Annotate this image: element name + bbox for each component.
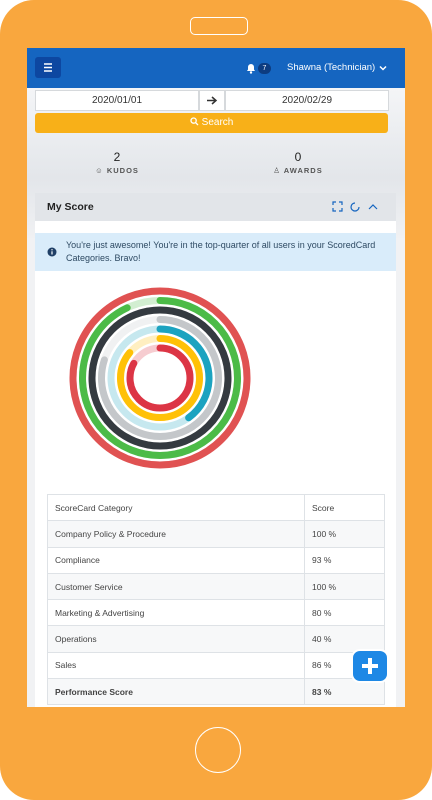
kudos-label: ☺ KUDOS xyxy=(95,166,139,175)
card-title: My Score xyxy=(47,201,94,213)
score-table: ScoreCard Category Score Company Policy &… xyxy=(47,493,385,706)
awards-text: AWARDS xyxy=(283,166,323,175)
score-cell: 93 % xyxy=(304,546,385,574)
awards-label: ♙ AWARDS xyxy=(273,166,323,175)
info-icon xyxy=(47,247,57,257)
card-tools[interactable] xyxy=(331,200,381,214)
score-cell: 40 % xyxy=(304,625,385,653)
chevron xyxy=(379,65,387,71)
category-cell: Performance Score xyxy=(47,678,305,706)
category-cell: Customer Service xyxy=(47,572,305,601)
ring-arc xyxy=(107,325,213,431)
table-row: Operations 40 % xyxy=(47,625,385,653)
speaker xyxy=(190,17,248,35)
bell-icon[interactable] xyxy=(245,62,257,74)
end-date[interactable]: 2020/02/29 xyxy=(225,90,389,111)
screen: 7 Shawna (Technician) 2020/01/01 2020/02… xyxy=(27,48,405,707)
category-cell: Marketing & Advertising xyxy=(47,599,305,627)
ring-arc xyxy=(126,344,194,412)
ring-arc xyxy=(88,306,232,450)
category-cell: Company Policy & Procedure xyxy=(47,520,305,548)
score-cell: 100 % xyxy=(304,572,385,601)
table-header: ScoreCard Category Score xyxy=(47,493,385,522)
category-cell: Compliance xyxy=(47,546,305,574)
score-card: My Score You're just awesome! You're in … xyxy=(35,193,396,707)
category-cell: Operations xyxy=(47,625,305,653)
home-button[interactable] xyxy=(195,727,241,773)
category-cell: Sales xyxy=(47,651,305,680)
top-bar: 7 Shawna (Technician) xyxy=(27,48,405,88)
arrow-button[interactable] xyxy=(199,90,225,111)
plus-icon xyxy=(362,658,378,674)
ring-arc xyxy=(98,316,222,440)
header-cell: ScoreCard Category xyxy=(47,493,305,522)
header-cell: Score xyxy=(304,493,385,522)
table-row: Customer Service 100 % xyxy=(47,572,385,601)
menu-icon xyxy=(44,63,52,72)
score-cell: 80 % xyxy=(304,599,385,627)
alert: You're just awesome! You're in the top-q… xyxy=(35,233,396,271)
table-row: Sales 86 % xyxy=(47,651,385,680)
notification-badge: 7 xyxy=(258,63,271,74)
table-row: Performance Score 83 % xyxy=(47,678,385,706)
arrow-icon xyxy=(207,96,218,105)
ring-arc xyxy=(79,297,241,459)
start-date[interactable]: 2020/01/01 xyxy=(35,90,199,111)
table-row: Compliance 93 % xyxy=(47,546,385,574)
awards-count: 0 xyxy=(294,150,302,164)
kudos-count: 2 xyxy=(113,150,121,164)
table-row: Marketing & Advertising 80 % xyxy=(47,599,385,627)
ring-arc xyxy=(117,335,203,421)
kudos-text: KUDOS xyxy=(106,166,139,175)
search-button[interactable]: Search xyxy=(35,113,388,133)
radial-chart xyxy=(69,287,251,469)
score-cell: 100 % xyxy=(304,520,385,548)
user-menu[interactable]: Shawna (Technician) xyxy=(287,62,376,73)
search-icon xyxy=(190,117,199,126)
ring-arc xyxy=(69,287,251,469)
menu-button[interactable] xyxy=(35,57,61,78)
card-header: My Score xyxy=(35,193,396,221)
table-row: Company Policy & Procedure 100 % xyxy=(47,520,385,548)
alert-text: You're just awesome! You're in the top-q… xyxy=(66,240,376,263)
add-button[interactable] xyxy=(351,649,389,683)
search-label: Search xyxy=(201,117,234,128)
